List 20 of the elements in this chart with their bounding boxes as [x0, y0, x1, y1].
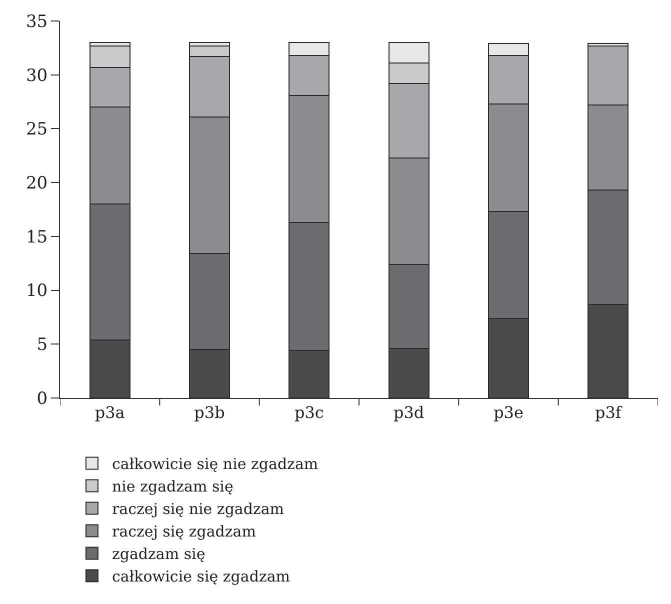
x-tick-label: p3b — [194, 403, 225, 422]
y-tick-label: 5 — [36, 335, 48, 356]
legend-label: raczej się nie zgadzam — [112, 500, 284, 518]
y-tick-label: 10 — [26, 281, 48, 302]
legend-label: raczej się zgadzam — [112, 522, 256, 541]
y-tick-label: 0 — [36, 388, 48, 409]
legend-label: całkowicie się zgadzam — [112, 568, 290, 586]
y-tick-label: 15 — [26, 227, 48, 248]
x-tick-label: p3f — [595, 403, 622, 422]
legend-label: zgadzam się — [112, 545, 206, 564]
y-tick-label: 20 — [26, 174, 48, 194]
legend-label: całkowicie się nie zgadzam — [112, 455, 318, 474]
y-tick-label: 35 — [26, 12, 48, 32]
x-tick-label: p3d — [393, 403, 424, 422]
legend-label: nie zgadzam się — [112, 478, 234, 496]
x-tick-label: p3a — [94, 403, 126, 422]
y-tick-label: 30 — [26, 66, 48, 86]
x-tick-label: p3e — [494, 403, 524, 422]
y-tick-label: 25 — [26, 120, 48, 140]
x-tick-label: p3c — [294, 403, 324, 422]
